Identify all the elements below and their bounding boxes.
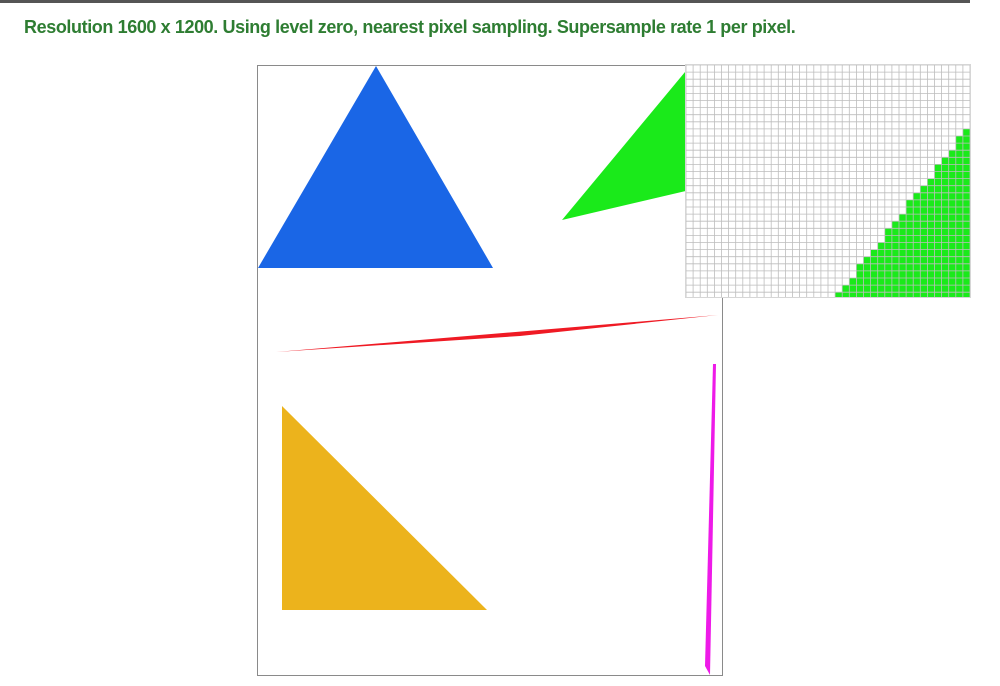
pixel-zoom-inspector[interactable] [686,65,970,297]
red-triangle [276,315,718,352]
zoom-grid-lines [686,65,970,297]
zoom-filled-pixels [835,128,970,297]
magenta-triangle [705,364,716,675]
status-text: Resolution 1600 x 1200. Using level zero… [24,17,796,37]
top-divider-bar [0,0,970,3]
orange-triangle [282,406,487,610]
blue-triangle [258,66,493,268]
green-triangle [562,66,690,220]
zoom-pixel-grid [686,65,970,297]
